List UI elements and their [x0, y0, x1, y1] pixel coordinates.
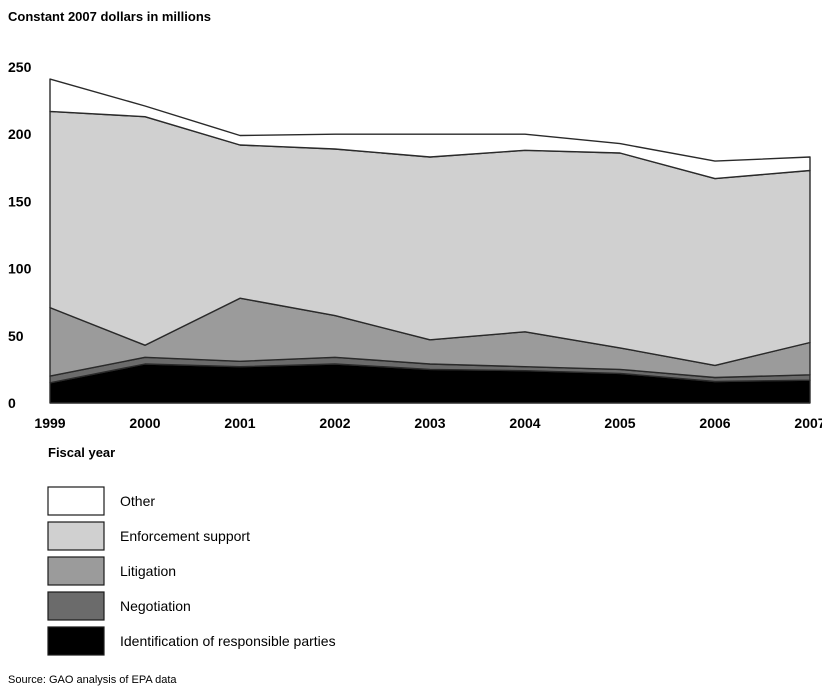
- legend-label: Enforcement support: [120, 528, 250, 544]
- area-other: [49, 78, 811, 180]
- legend-label: Litigation: [120, 563, 176, 579]
- y-tick-label: 100: [8, 261, 32, 277]
- legend-swatch: [47, 626, 105, 656]
- x-tick-label: 2006: [699, 415, 730, 431]
- y-tick-label: 50: [8, 328, 24, 344]
- y-tick-label: 0: [8, 395, 16, 411]
- legend-label: Identification of responsible parties: [120, 633, 336, 649]
- plot-areas: [49, 78, 811, 404]
- y-axis-title: Constant 2007 dollars in millions: [8, 9, 211, 24]
- x-tick-label: 2000: [129, 415, 160, 431]
- x-tick-label: 2007: [794, 415, 822, 431]
- x-tick-label: 2002: [319, 415, 350, 431]
- x-axis-title: Fiscal year: [48, 445, 115, 460]
- source-note: Source: GAO analysis of EPA data: [8, 674, 177, 686]
- x-tick-label: 2004: [509, 415, 540, 431]
- x-tick-label: 2001: [224, 415, 255, 431]
- x-tick-label: 2003: [414, 415, 445, 431]
- x-tick-label: 2005: [604, 415, 635, 431]
- legend-swatch: [47, 521, 105, 551]
- x-tick-label: 1999: [34, 415, 65, 431]
- y-tick-label: 250: [8, 59, 32, 75]
- legend-swatch: [47, 556, 105, 586]
- legend: Other Enforcement support Litigation Negoti…: [47, 486, 336, 656]
- legend-swatch: [47, 591, 105, 621]
- legend-label: Other: [120, 493, 155, 509]
- y-tick-label: 150: [8, 193, 32, 209]
- y-axis-ticks: 0 50 100 150 200 250: [8, 59, 32, 411]
- legend-label: Negotiation: [120, 598, 191, 614]
- legend-swatch: [47, 486, 105, 516]
- y-tick-label: 200: [8, 126, 32, 142]
- x-axis-ticks: 1999 2000 2001 2002 2003 2004 2005 2006 2007: [34, 415, 822, 431]
